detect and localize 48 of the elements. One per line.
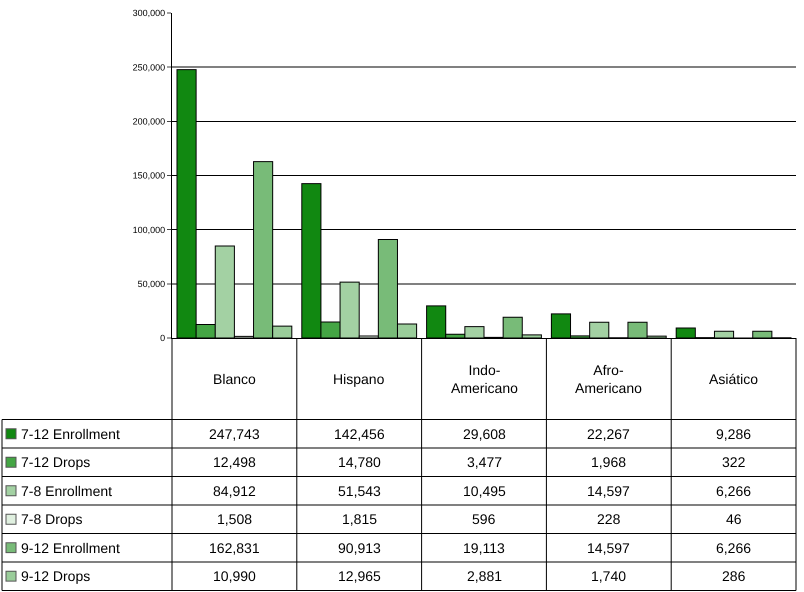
x-tick-label: Afro- Americano <box>575 362 642 396</box>
data-label: 9,286 <box>716 426 752 442</box>
data-label: 6,266 <box>716 540 752 556</box>
data-label: 46 <box>726 511 742 527</box>
data-label: 22,267 <box>587 426 630 442</box>
data-label: 51,543 <box>338 483 382 499</box>
data-label: 2,881 <box>467 568 502 584</box>
y-tick-label: 50,000 <box>138 278 166 289</box>
x-tick-label: Hispano <box>333 371 385 387</box>
data-label: 1,508 <box>217 511 252 527</box>
y-tick-label: 150,000 <box>132 170 166 181</box>
y-tick-label: 100,000 <box>132 224 166 235</box>
data-label: 142,456 <box>334 426 385 442</box>
data-label: 228 <box>597 511 621 527</box>
data-label: 1,740 <box>591 568 626 584</box>
data-label: 90,913 <box>338 540 382 556</box>
data-label: 3,477 <box>467 454 502 470</box>
data-label: 12,498 <box>213 454 256 470</box>
data-label: 1,815 <box>342 511 378 527</box>
legend-label: 9-12 Drops <box>21 568 90 584</box>
data-label: 84,912 <box>213 483 256 499</box>
legend-label: 7-12 Drops <box>21 454 90 470</box>
x-tick-label: Blanco <box>213 371 256 387</box>
data-label: 14,597 <box>587 540 630 556</box>
y-tick-label: 200,000 <box>132 116 166 126</box>
y-tick-label: 300,000 <box>132 8 166 18</box>
data-label: 14,597 <box>587 483 630 499</box>
data-label: 1,968 <box>591 454 626 470</box>
x-tick-label: Indo- Americano <box>451 362 518 396</box>
data-label: 14,780 <box>338 454 382 470</box>
data-label: 19,113 <box>463 540 505 556</box>
legend-label: 7-8 Enrollment <box>21 483 112 499</box>
data-label: 247,743 <box>209 426 260 442</box>
y-tick-label: 0 <box>160 333 166 344</box>
data-label: 12,965 <box>338 568 382 584</box>
data-label: 596 <box>472 511 496 527</box>
x-tick-label: Asiático <box>709 371 758 387</box>
data-label: 162,831 <box>209 540 260 556</box>
data-label: 29,608 <box>463 426 506 442</box>
data-label: 286 <box>722 568 746 584</box>
data-label: 322 <box>722 454 746 470</box>
legend-label: 7-8 Drops <box>21 511 82 527</box>
data-label: 10,990 <box>213 568 256 584</box>
data-label: 6,266 <box>716 483 752 499</box>
legend-label: 7-12 Enrollment <box>21 426 120 442</box>
y-tick-label: 250,000 <box>132 62 166 72</box>
legend-label: 9-12 Enrollment <box>21 540 120 556</box>
data-label: 10,495 <box>463 483 506 499</box>
